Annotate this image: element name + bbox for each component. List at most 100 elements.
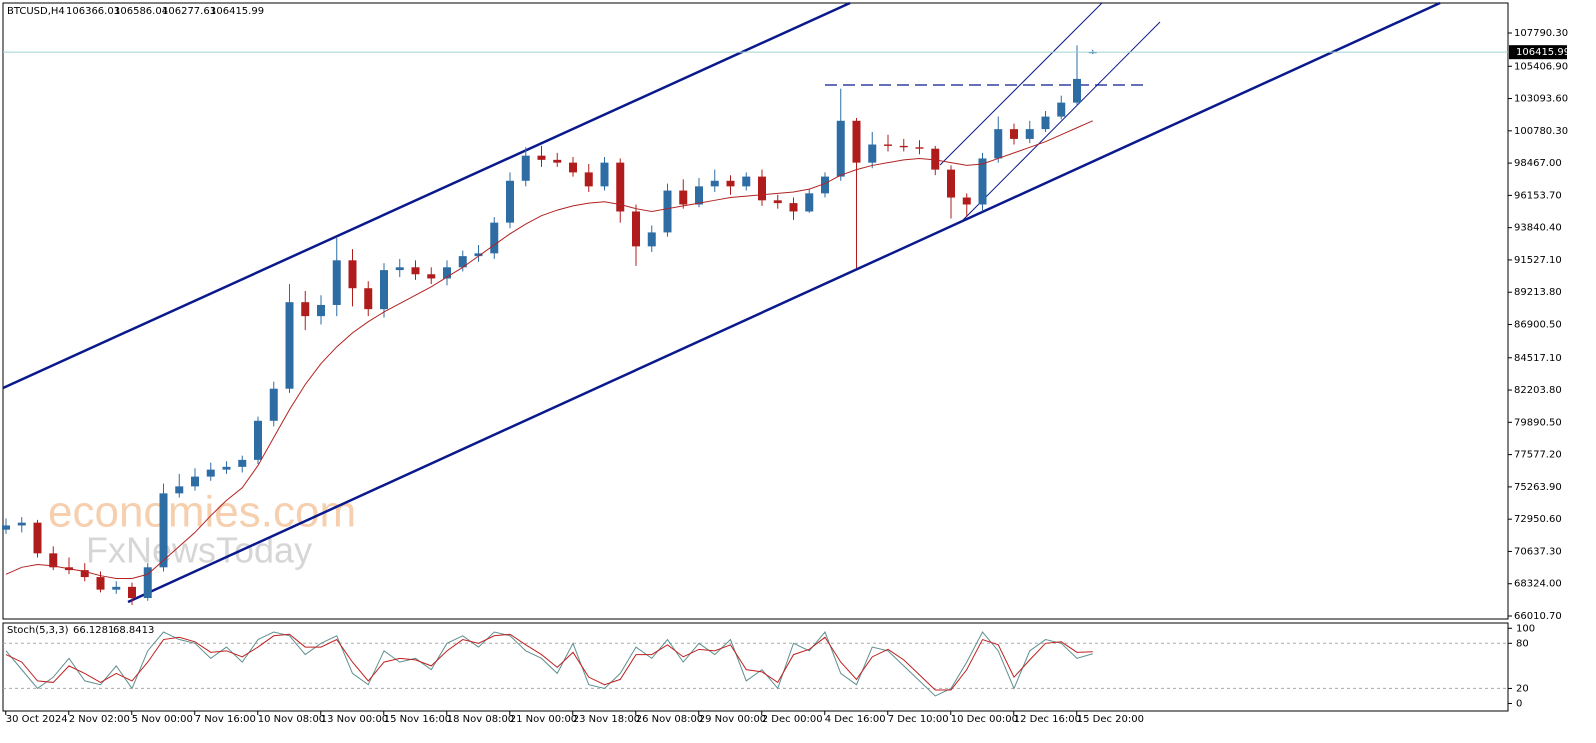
- stoch-frame: [2, 622, 1509, 712]
- y-tick-label: 79890.50: [1514, 417, 1562, 428]
- x-tick-label: 26 Nov 08:00: [636, 714, 703, 725]
- y-tick-label: 72950.60: [1514, 514, 1562, 525]
- candle-body: [789, 203, 798, 212]
- y-tick-label: 93840.40: [1514, 223, 1562, 234]
- candle-body: [112, 586, 121, 590]
- x-tick-label: 23 Nov 18:00: [573, 714, 640, 725]
- symbol: BTCUSD,H4: [7, 6, 65, 17]
- x-tick-label: 13 Nov 00:00: [321, 714, 388, 725]
- candle-body: [679, 190, 688, 205]
- candle-body: [978, 158, 987, 205]
- candle-body: [80, 570, 89, 578]
- y-tick-label: 100780.30: [1514, 126, 1568, 137]
- candle-body: [695, 186, 703, 205]
- watermark: economies.com: [48, 488, 356, 537]
- candle-body: [663, 190, 672, 233]
- stoch-signal-value: 68.8413: [113, 625, 154, 636]
- candle-body: [17, 522, 26, 526]
- candle-body: [884, 144, 892, 146]
- stoch-line: [5, 631, 1093, 697]
- ohlc-close: 106415.99: [210, 6, 264, 17]
- candle-body: [632, 211, 640, 247]
- candle-body: [868, 144, 877, 163]
- candle-body: [947, 169, 955, 198]
- candle-body: [647, 232, 656, 247]
- candle-body: [506, 180, 514, 223]
- candles: [2, 45, 1097, 605]
- candle-body: [191, 476, 199, 487]
- y-tick-label: 0: [1516, 698, 1522, 709]
- y-tick-label: 105406.90: [1514, 61, 1568, 72]
- moving-average: [5, 120, 1093, 579]
- x-tick-label: 30 Oct 2024: [6, 714, 68, 725]
- candle-body: [458, 256, 467, 268]
- stoch-line: [5, 633, 1093, 691]
- price-label: 106415.99: [1516, 47, 1570, 58]
- x-tick-label: 10 Dec 00:00: [951, 714, 1018, 725]
- ohlc-open: 106366.03: [66, 6, 120, 17]
- watermark: FxNewsToday: [86, 530, 312, 571]
- candle-body: [238, 459, 247, 467]
- y-tick-label: 68324.00: [1514, 579, 1562, 590]
- candle-body: [332, 260, 341, 305]
- candle-body: [821, 176, 829, 194]
- candle-body: [474, 253, 483, 257]
- candle-body: [427, 274, 436, 279]
- candle-body: [742, 176, 751, 187]
- candle-body: [285, 302, 294, 389]
- candle-body: [49, 553, 58, 568]
- candle-body: [254, 420, 262, 460]
- stoch-title: Stoch(5,3,3): [7, 625, 69, 636]
- y-tick-label: 100: [1516, 623, 1535, 634]
- x-tick-label: 15 Nov 16:00: [384, 714, 451, 725]
- candle-body: [175, 486, 184, 494]
- trendlines: [2, 1, 1441, 604]
- x-tick-label: 21 Nov 00:00: [510, 714, 577, 725]
- candle-body: [962, 197, 971, 205]
- candle-body: [143, 567, 152, 599]
- x-tick-label: 4 Dec 16:00: [825, 714, 886, 725]
- x-tick-label: 18 Nov 08:00: [447, 714, 514, 725]
- candle-body: [600, 162, 609, 187]
- candle-body: [1025, 129, 1034, 139]
- candle-body: [994, 129, 1003, 159]
- ohlc-high: 106586.04: [114, 6, 168, 17]
- candle-body: [33, 522, 42, 554]
- candle-body: [222, 466, 231, 470]
- channel-lower: [127, 1, 1441, 604]
- channel-upper: [2, 1, 851, 390]
- candle-body: [899, 145, 908, 148]
- candle-body: [2, 525, 10, 530]
- candle-body: [836, 120, 845, 177]
- main-frame: [2, 2, 1509, 620]
- candle-body: [553, 159, 562, 163]
- candle-body: [1010, 129, 1018, 139]
- candle-body: [269, 388, 278, 421]
- candle-body: [758, 176, 766, 201]
- candle-body: [490, 222, 499, 254]
- candle-body: [206, 469, 215, 477]
- y-tick-label: 84517.10: [1514, 353, 1562, 364]
- candle-body: [931, 148, 940, 170]
- candle-body: [616, 162, 625, 212]
- x-tick-label: 5 Nov 00:00: [132, 714, 193, 725]
- x-tick-label: 7 Dec 10:00: [888, 714, 949, 725]
- x-tick-label: 12 Dec 16:00: [1014, 714, 1081, 725]
- candle-body: [380, 270, 388, 310]
- candle-body: [773, 200, 782, 204]
- candle-body: [1041, 116, 1050, 130]
- x-tick-label: 2 Nov 02:00: [69, 714, 130, 725]
- candle-body: [584, 172, 593, 187]
- x-tick-label: 29 Nov 00:00: [699, 714, 766, 725]
- y-tick-label: 20: [1516, 683, 1529, 694]
- candle-body: [395, 267, 404, 271]
- candle-body: [521, 155, 530, 181]
- x-tick-label: 7 Nov 16:00: [195, 714, 256, 725]
- candle-body: [1073, 78, 1081, 103]
- x-tick-label: 2 Dec 00:00: [762, 714, 823, 725]
- y-tick-label: 91527.10: [1514, 255, 1562, 266]
- y-tick-label: 80: [1516, 638, 1529, 649]
- candle-body: [915, 147, 924, 149]
- candle-body: [411, 267, 420, 275]
